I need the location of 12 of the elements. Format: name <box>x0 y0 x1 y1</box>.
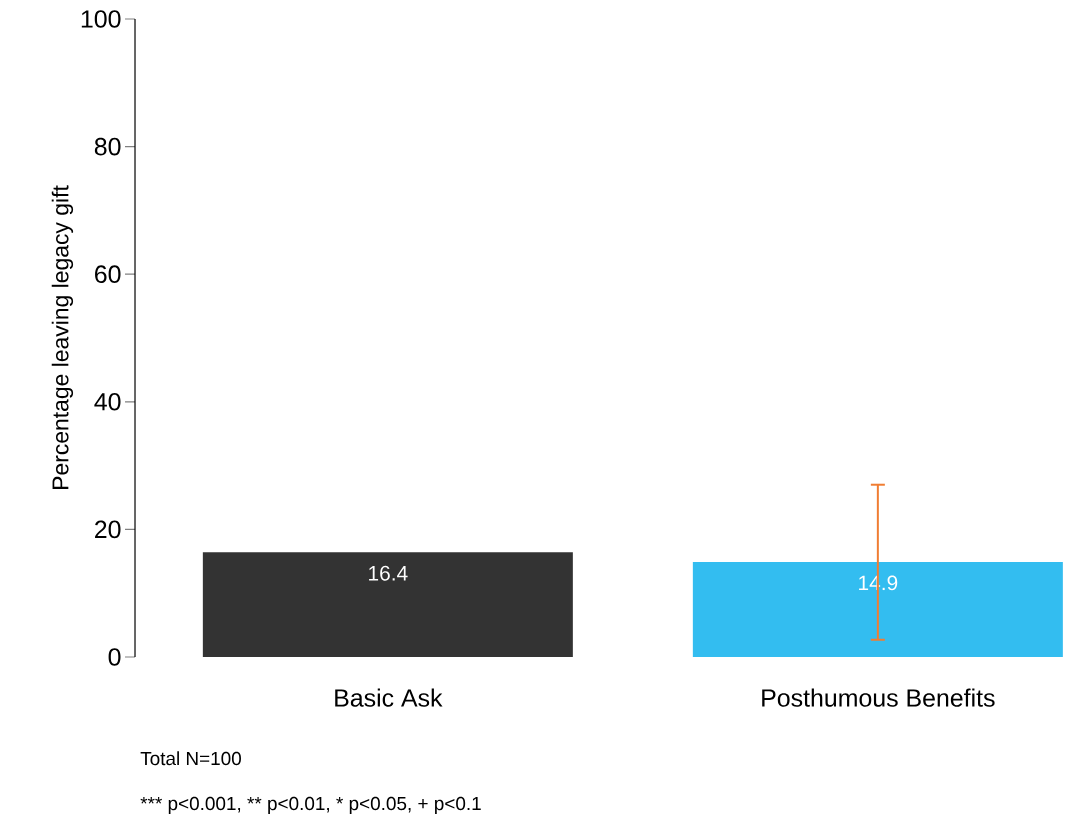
x-tick-label: Basic Ask <box>335 688 443 707</box>
y-axis-title: Percentage leaving legacy gift <box>51 185 74 489</box>
text: Total N=100 <box>140 751 241 766</box>
data-label: 16.4 <box>369 565 408 581</box>
text: *** p<0.001, ** p<0.01, * p<0.05, + p<0.1 <box>140 796 481 814</box>
y-tick-label: 80 <box>94 137 121 156</box>
y-tick-label: 40 <box>94 392 121 411</box>
y-tick-label: 0 <box>108 648 121 666</box>
x-tick-label: Posthumous Benefits <box>762 688 995 707</box>
y-tick-label: 20 <box>95 520 121 539</box>
y-tick-label: 60 <box>95 265 121 284</box>
y-tick-label: 100 <box>81 10 121 28</box>
